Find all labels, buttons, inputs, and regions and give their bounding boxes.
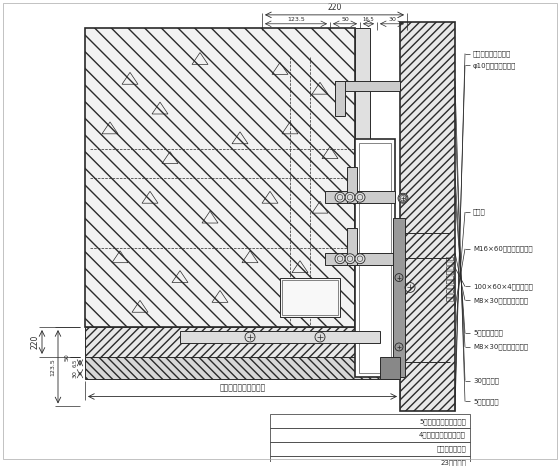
Bar (85, 28, 355, 327)
Bar (359, 143, 391, 373)
Text: 5号角钢横梁: 5号角钢横梁 (473, 398, 498, 405)
Bar (355, 28, 370, 327)
Bar (355, 139, 395, 377)
Circle shape (355, 254, 365, 264)
Bar (270, 414, 470, 428)
Text: 6.5: 6.5 (73, 359, 78, 367)
Bar (325, 253, 395, 265)
Text: 50: 50 (65, 353, 70, 361)
Bar (325, 192, 395, 203)
Bar (280, 278, 340, 317)
Text: 石材专用密封填缝胶: 石材专用密封填缝胶 (473, 50, 511, 57)
Text: 5厚铝合金专用石材挂件: 5厚铝合金专用石材挂件 (419, 418, 466, 425)
Text: 220: 220 (30, 335, 39, 349)
Circle shape (355, 192, 365, 202)
Text: 30: 30 (73, 370, 78, 377)
Text: M8×30不锈钢对穿螺栓: M8×30不锈钢对穿螺栓 (473, 343, 528, 350)
Text: 220: 220 (327, 3, 342, 12)
Text: M16×60不锈钢对穿螺栓: M16×60不锈钢对穿螺栓 (473, 246, 533, 252)
Text: 123.5: 123.5 (50, 358, 55, 376)
Bar (282, 280, 338, 315)
Text: 50: 50 (341, 17, 349, 22)
Polygon shape (380, 357, 400, 379)
Circle shape (345, 254, 355, 264)
Bar (85, 327, 400, 357)
Bar (347, 228, 357, 265)
Bar (270, 456, 470, 466)
Circle shape (345, 192, 355, 202)
Circle shape (335, 254, 345, 264)
Text: 16.5: 16.5 (363, 17, 375, 22)
Text: 聚四氟乙烯隔片: 聚四氟乙烯隔片 (436, 446, 466, 452)
Bar (180, 331, 380, 343)
Text: 5号角钢连接件: 5号角钢连接件 (473, 330, 503, 336)
Bar (347, 166, 357, 203)
Bar (335, 81, 400, 91)
Text: 30厚花岗石: 30厚花岗石 (473, 377, 499, 384)
Text: 30: 30 (388, 17, 396, 22)
Text: 石材幕墙横向分格尺寸: 石材幕墙横向分格尺寸 (220, 384, 265, 392)
Bar (335, 81, 345, 116)
Bar (85, 357, 400, 379)
Bar (270, 428, 470, 442)
Text: 123.5: 123.5 (287, 17, 305, 22)
Bar (270, 442, 470, 456)
Text: φ10聚乙烯发泡垫杆: φ10聚乙烯发泡垫杆 (473, 62, 516, 69)
Circle shape (398, 193, 408, 203)
Bar (400, 22, 455, 411)
Text: 100×60×4镀锌钢方管: 100×60×4镀锌钢方管 (473, 283, 533, 290)
Text: 石材幕墙横向分格尺寸: 石材幕墙横向分格尺寸 (446, 254, 455, 301)
Text: 预埋件: 预埋件 (473, 209, 486, 215)
Bar (393, 218, 405, 377)
Circle shape (335, 192, 345, 202)
Text: M8×30不锈钢对穿螺栓: M8×30不锈钢对穿螺栓 (473, 297, 528, 304)
Text: 23厚花岗石: 23厚花岗石 (440, 459, 466, 466)
Text: 4厚铝合金专用石材挂件: 4厚铝合金专用石材挂件 (419, 432, 466, 439)
